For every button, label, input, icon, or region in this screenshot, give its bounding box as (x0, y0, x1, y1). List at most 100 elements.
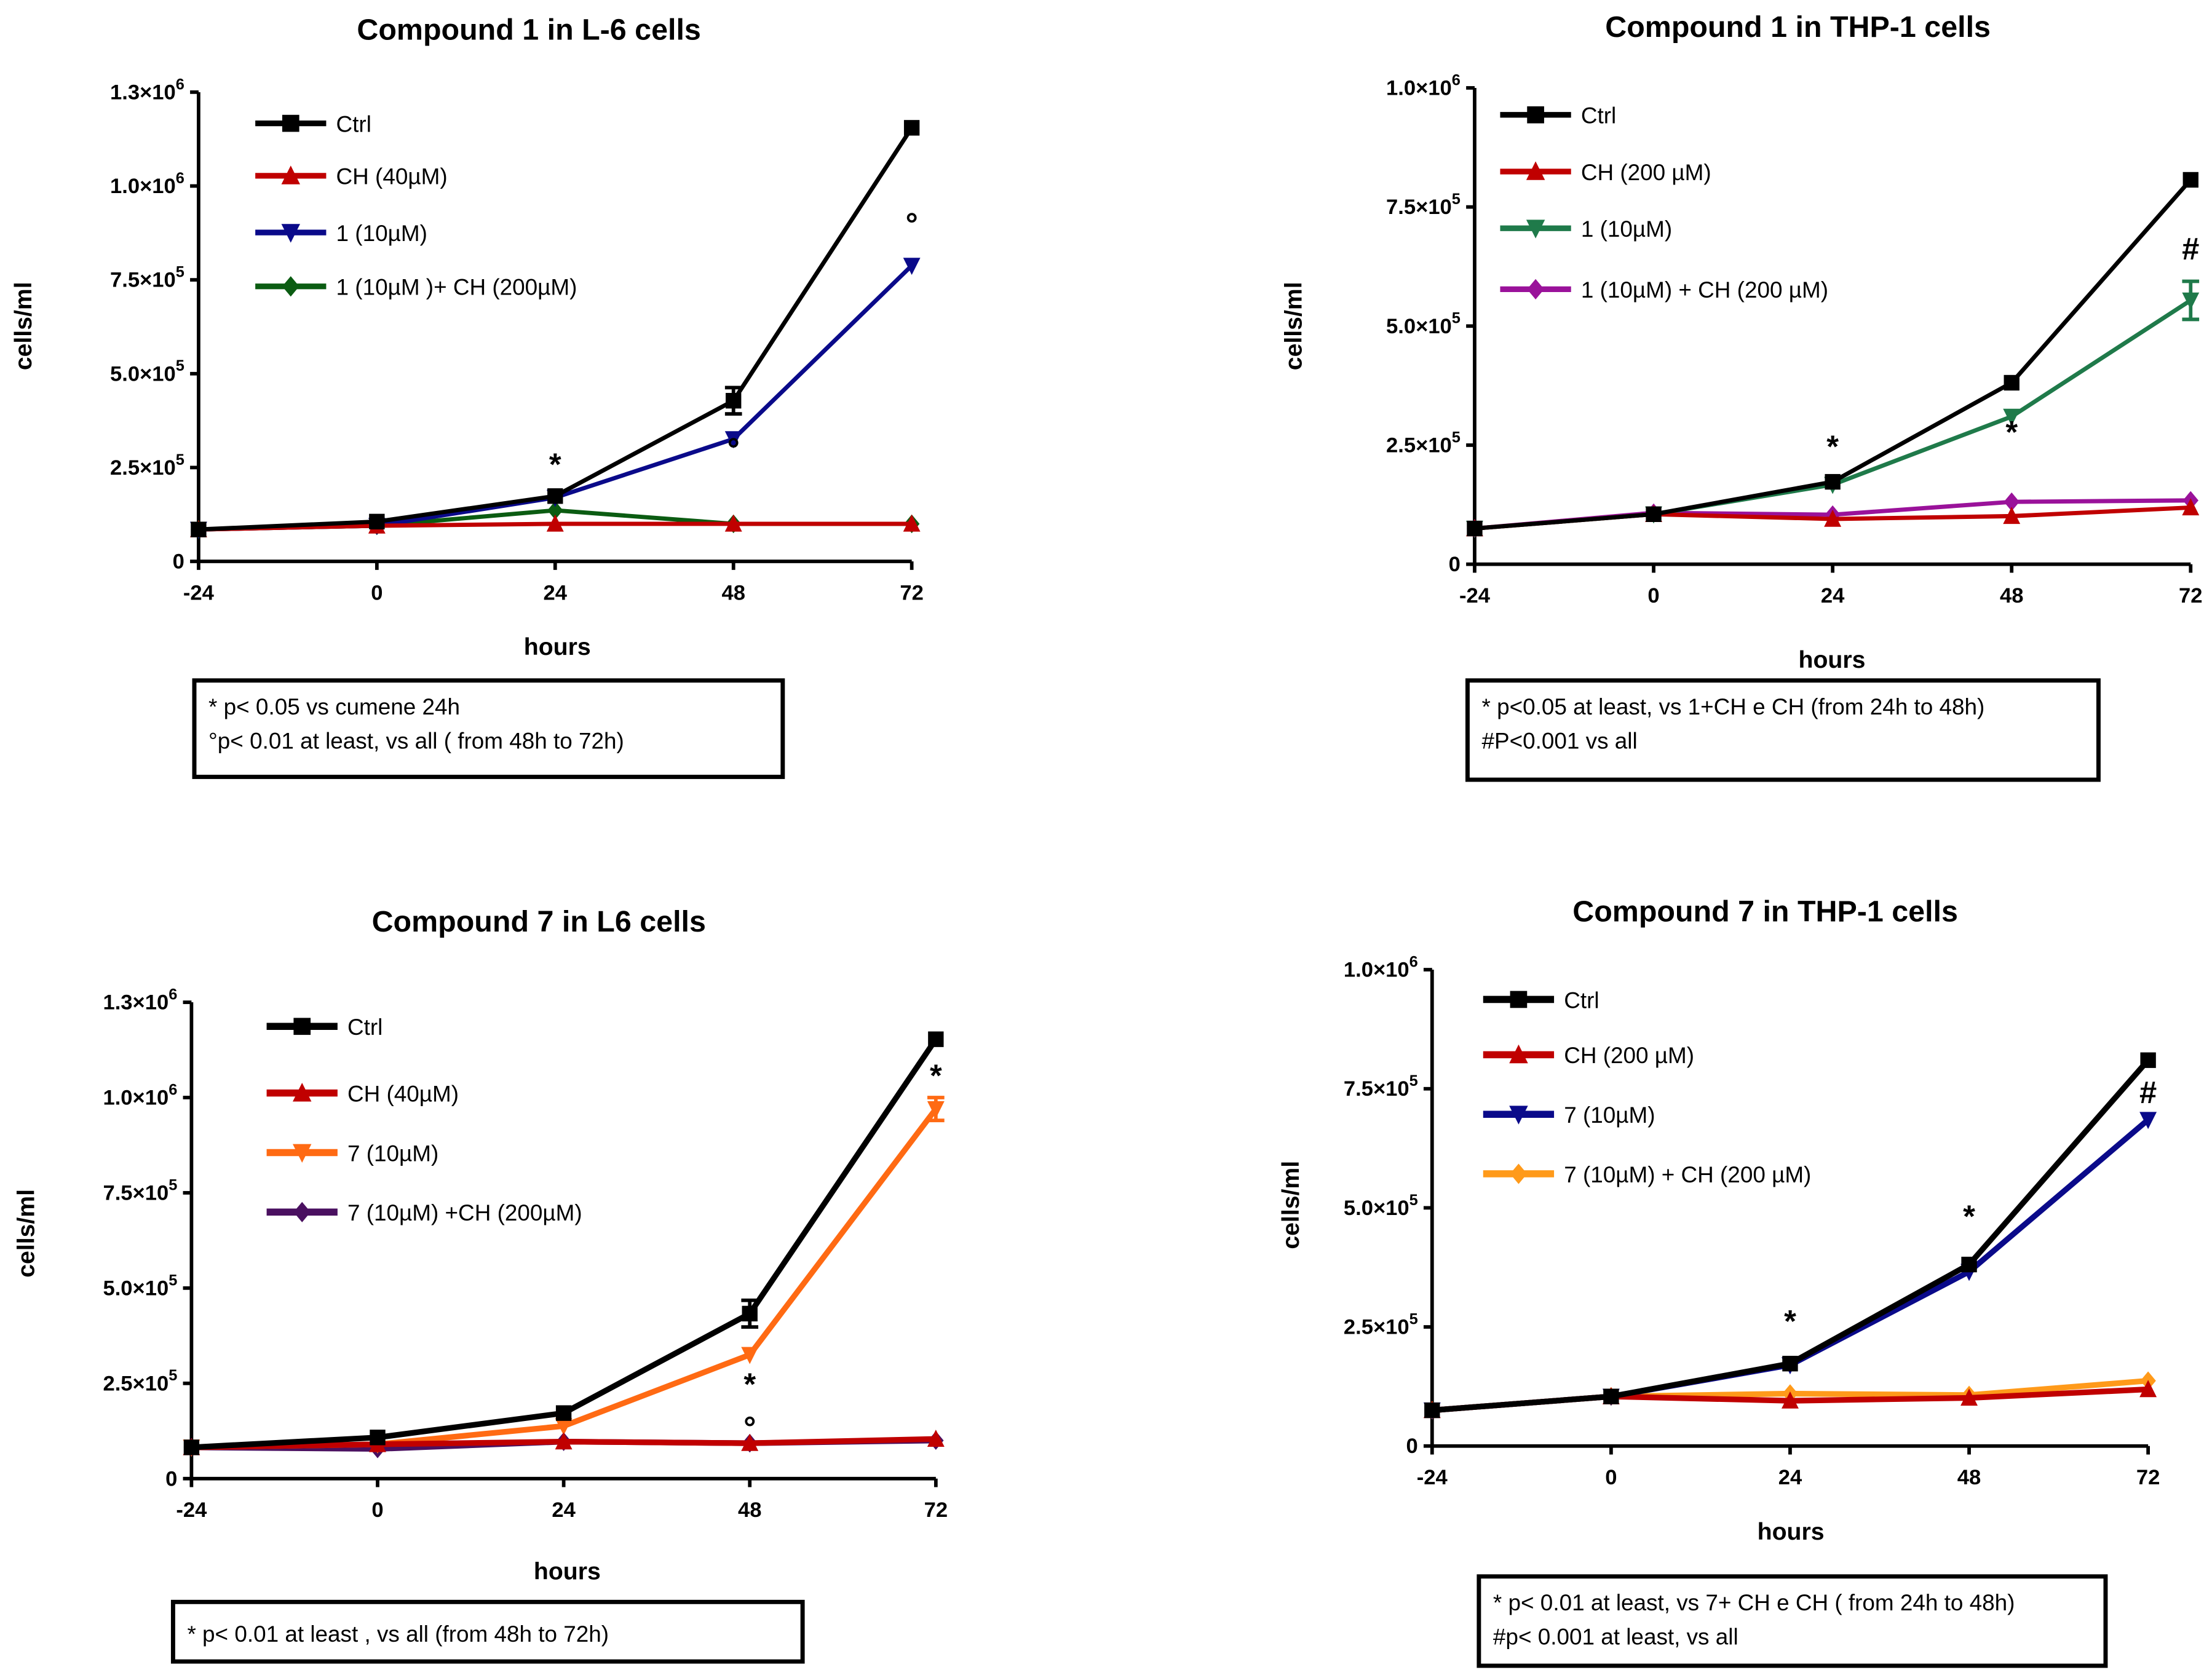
y-tick-exp: 5 (176, 451, 184, 469)
legend-marker (293, 1201, 311, 1222)
y-tick-base: 0 (1406, 1435, 1417, 1458)
data-point (2139, 1380, 2157, 1398)
legend-marker (1509, 1106, 1528, 1125)
y-tick-base: 2.5×10 (1344, 1316, 1409, 1339)
legend-marker (1527, 279, 1544, 299)
significance-annotation: * (1784, 1304, 1796, 1339)
data-point (726, 393, 742, 409)
x-axis-label: hours (1758, 1519, 1825, 1545)
chart-2: Compound 1 in THP-1 cells02.5×1055.0×105… (1281, 10, 2203, 782)
x-tick-label: 24 (1821, 584, 1845, 607)
data-point (546, 514, 564, 532)
data-point (1782, 1391, 1799, 1409)
x-tick-label: -24 (183, 581, 215, 604)
legend-label: 7 (10µM) (1564, 1102, 1655, 1128)
y-tick-exp: 6 (1409, 953, 1418, 970)
legend-marker (293, 1144, 312, 1163)
y-tick-exp: 6 (176, 170, 184, 187)
legend-label: Ctrl (1564, 987, 1599, 1013)
significance-annotation: * (549, 447, 561, 482)
significance-annotation: * (930, 1058, 942, 1093)
x-tick-label: 0 (1647, 584, 1659, 607)
y-tick-base: 2.5×10 (1386, 433, 1452, 457)
y-tick-exp: 5 (1452, 191, 1461, 208)
y-tick-base: 1.0×10 (1386, 76, 1452, 100)
chart-4: Compound 7 in THP-1 cells 0 2.5×105 5.0×105… (1278, 895, 2160, 1668)
x-tick-label: 48 (738, 1498, 761, 1522)
y-tick-base: 7.5×10 (1386, 196, 1452, 219)
data-point (555, 1432, 573, 1450)
y-tick-label: 1.0×106 (1344, 953, 1418, 981)
data-point (1603, 1388, 1619, 1404)
series-ctrl (1467, 172, 2198, 537)
data-point (369, 513, 385, 529)
legend-label: 1 (10µM) (336, 221, 427, 246)
significance-annotation: ° (905, 207, 918, 242)
y-tick-exp: 5 (168, 1272, 177, 1289)
x-tick-label: 0 (1605, 1466, 1617, 1489)
y-tick-label: 2.5×105 (110, 451, 184, 480)
data-point (2140, 1052, 2156, 1068)
significance-annotation: ° (743, 1411, 756, 1446)
y-tick-base: 7.5×10 (103, 1181, 168, 1205)
y-tick-base: 7.5×10 (110, 269, 176, 292)
legend-label: 7 (10µM) + CH (200 µM) (1564, 1162, 1811, 1187)
x-tick-label: 72 (924, 1498, 948, 1522)
data-point (555, 1405, 572, 1421)
chart-title: Compound 7 in THP-1 cells (1572, 895, 1958, 928)
y-tick-base: 5.0×10 (1386, 315, 1452, 338)
data-point (1960, 1388, 1978, 1406)
data-point (927, 1430, 945, 1447)
significance-annotation: * (743, 1366, 756, 1401)
x-tick-label: 72 (2179, 584, 2202, 607)
series-ctrl (183, 1031, 944, 1455)
y-tick-base: 1.0×10 (110, 175, 176, 198)
y-tick-label: 7.5×105 (1344, 1072, 1418, 1101)
y-tick-base: 0 (165, 1467, 177, 1490)
y-tick-exp: 5 (1452, 429, 1461, 446)
legend-label: CH (40µM) (336, 164, 448, 189)
note-text: * p< 0.01 at least, vs 7+ CH e CH ( from… (1493, 1590, 2015, 1615)
y-tick-label: 1.0×106 (110, 170, 184, 198)
data-point (1824, 509, 1842, 527)
legend-marker (1510, 1163, 1528, 1184)
y-tick-exp: 5 (1409, 1310, 1418, 1328)
legend-label: CH (40µM) (347, 1081, 459, 1106)
y-tick-label: 1.0×106 (1386, 71, 1461, 100)
data-point (2139, 1112, 2157, 1130)
note-text: #p< 0.001 at least, vs all (1493, 1624, 1738, 1649)
data-point (2182, 292, 2200, 310)
data-point (370, 1430, 386, 1446)
x-tick-label: 48 (721, 581, 745, 604)
significance-annotation: ° (727, 432, 740, 467)
legend-label: Ctrl (347, 1015, 383, 1040)
x-tick-label: -24 (176, 1498, 207, 1522)
data-point (724, 431, 742, 449)
y-tick-base: 5.0×10 (110, 362, 176, 386)
legend-marker (1510, 991, 1528, 1008)
y-tick-base: 7.5×10 (1344, 1077, 1409, 1101)
legend-marker (1526, 161, 1545, 180)
significance-annotation: * (1826, 429, 1839, 464)
series-ctrl (191, 120, 920, 537)
significance-annotation: * (2005, 414, 2018, 449)
legend-label: 7 (10µM) (347, 1141, 438, 1166)
x-axis-label: hours (1799, 647, 1866, 673)
series-ch-40-m- (183, 1430, 945, 1455)
legend-marker (1527, 106, 1544, 124)
y-tick-label: 7.5×105 (110, 264, 184, 292)
x-tick-label: 48 (1957, 1466, 1981, 1489)
y-tick-label: 5.0×105 (1344, 1192, 1418, 1220)
legend-marker (293, 1018, 311, 1035)
y-tick-base: 5.0×10 (1344, 1197, 1409, 1220)
y-tick-exp: 6 (168, 986, 177, 1003)
x-axis-label: hours (534, 1558, 601, 1585)
data-point (1646, 506, 1662, 522)
y-axis-label: cells/ml (1281, 282, 1307, 370)
legend-label: Ctrl (1581, 103, 1616, 129)
y-tick-exp: 5 (1452, 310, 1461, 327)
legend-marker (281, 224, 300, 243)
legend-marker (282, 276, 299, 297)
notes-box (1477, 1574, 2108, 1668)
y-tick-label: 1.0×106 (103, 1081, 177, 1109)
